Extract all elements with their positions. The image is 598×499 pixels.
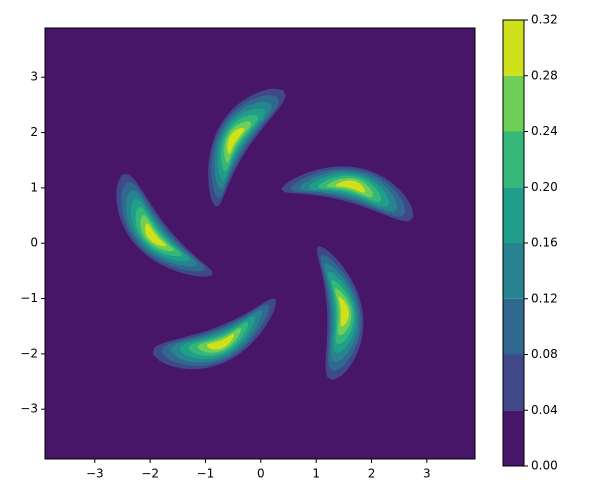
y-tick-label: −2: [20, 346, 38, 360]
contour-band: [335, 180, 365, 193]
x-tick-label: −3: [86, 467, 104, 481]
colorbar-tick-label: 0.24: [531, 124, 558, 138]
x-tick-label: −2: [141, 467, 159, 481]
colorbar-tick-label: 0.04: [531, 403, 558, 417]
contour-band: [224, 121, 252, 163]
colorbar-band: [503, 243, 524, 299]
colorbar-tick-label: 0.12: [531, 291, 558, 305]
x-tick-label: 1: [312, 467, 320, 481]
colorbar-band: [503, 20, 524, 76]
colorbar-band: [503, 187, 524, 243]
colorbar-tick-label: 0.32: [531, 13, 558, 27]
colorbar-band: [503, 354, 524, 411]
x-tick-label: 3: [423, 467, 431, 481]
contour-band: [140, 215, 174, 252]
colorbar-tick-label: 0.20: [531, 180, 558, 194]
contour-band: [338, 296, 349, 327]
colorbar-band: [503, 298, 524, 355]
y-tick-label: 2: [30, 125, 38, 139]
plot-area: [45, 28, 475, 459]
x-tick-label: 0: [257, 467, 265, 481]
contour-band: [206, 333, 235, 350]
y-tick-label: 3: [30, 70, 38, 84]
contour-band: [145, 223, 167, 247]
colorbar-tick-label: 0.16: [531, 236, 558, 250]
colorbar-tick-label: 0.08: [531, 347, 558, 361]
colorbar: [503, 20, 524, 466]
y-tick-label: −3: [20, 402, 38, 416]
y-tick-label: 0: [30, 236, 38, 250]
contour-band: [227, 127, 245, 154]
colorbar-band: [503, 75, 524, 132]
colorbar-band: [503, 410, 524, 466]
colorbar-band: [503, 131, 524, 188]
colorbar-tick-label: 0.00: [531, 459, 558, 473]
y-tick-label: 1: [30, 180, 38, 194]
contour-band: [221, 114, 259, 172]
colorbar-tick-label: 0.28: [531, 68, 558, 82]
x-tick-label: −1: [197, 467, 215, 481]
y-tick-label: −1: [20, 291, 38, 305]
x-tick-label: 2: [368, 467, 376, 481]
